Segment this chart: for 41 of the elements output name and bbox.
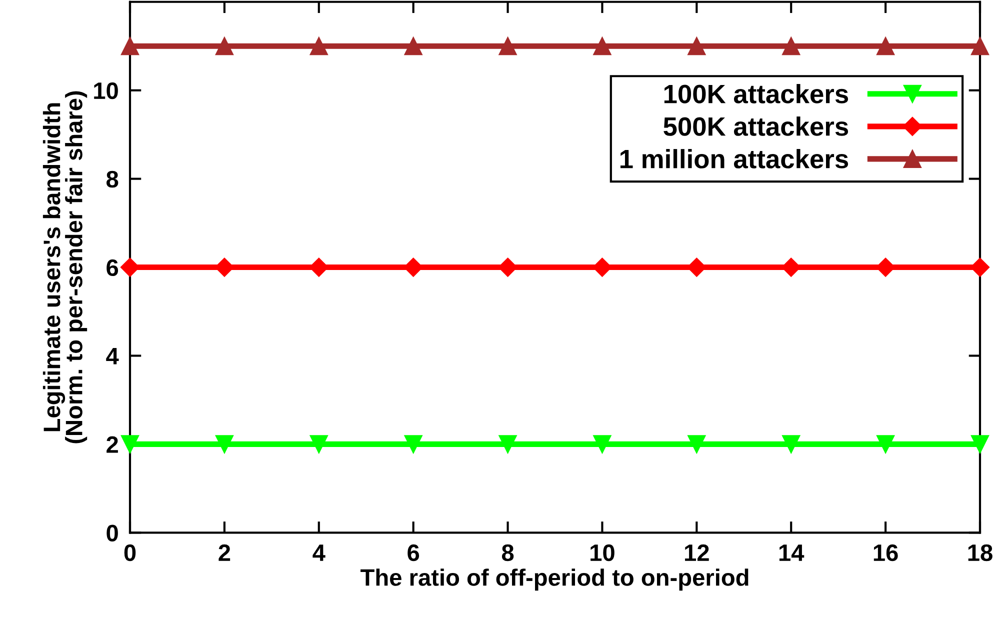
legend-label: 500K attackers [664, 116, 848, 136]
y-tick-label: 0 [106, 524, 118, 542]
point [688, 37, 706, 56]
x-tick-label: 0 [124, 544, 136, 562]
x-tick-label: 12 [685, 544, 709, 561]
point [970, 37, 990, 56]
point [120, 435, 140, 454]
y-tick-label: 4 [106, 348, 119, 364]
x-tick-label: 6 [408, 544, 420, 562]
y-tick-label: 10 [94, 82, 118, 100]
point [404, 435, 422, 454]
point [688, 435, 706, 454]
point [215, 37, 234, 56]
point [120, 37, 140, 56]
legend-label: 1 million attackers [620, 149, 848, 168]
point [876, 37, 895, 56]
point [970, 435, 990, 454]
x-tick-label: 18 [968, 544, 992, 562]
point [310, 435, 328, 454]
y-axis-title: Legitimate users's bandwidth (Norm. to per-sender fair share) [42, 91, 88, 444]
x-axis-title: The ratio of off-period to on-period [360, 568, 748, 591]
point [593, 37, 612, 56]
point [876, 435, 895, 454]
x-tick-label: 10 [590, 544, 614, 562]
x-tick-label: 4 [312, 544, 326, 561]
x-tick-label: 16 [874, 544, 898, 562]
point [215, 435, 234, 454]
y-tick-label: 6 [106, 259, 118, 276]
point [782, 37, 800, 56]
point [498, 37, 517, 56]
point [593, 435, 612, 454]
point [498, 435, 517, 454]
point [404, 37, 422, 56]
legend-label: 100K attackers [664, 84, 848, 104]
point [310, 37, 328, 56]
y-tick-label: 2 [106, 436, 118, 453]
x-tick-label: 2 [218, 544, 230, 561]
x-tick-label: 8 [502, 544, 514, 562]
y-tick-label: 8 [106, 170, 118, 188]
x-tick-label: 14 [779, 544, 804, 561]
point [782, 435, 800, 454]
